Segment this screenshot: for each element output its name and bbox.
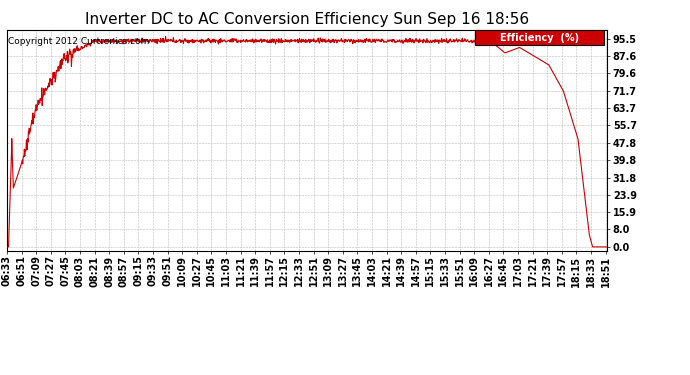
Text: Copyright 2012 Curtronics.com: Copyright 2012 Curtronics.com bbox=[8, 37, 150, 46]
Text: Efficiency  (%): Efficiency (%) bbox=[500, 33, 579, 43]
FancyBboxPatch shape bbox=[475, 30, 604, 45]
Title: Inverter DC to AC Conversion Efficiency Sun Sep 16 18:56: Inverter DC to AC Conversion Efficiency … bbox=[85, 12, 529, 27]
